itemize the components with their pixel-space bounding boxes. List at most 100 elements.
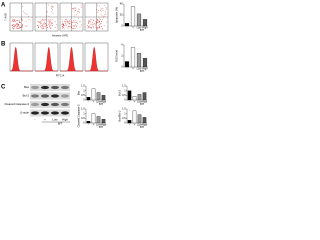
flow-dot — [71, 22, 73, 23]
flow-dot — [66, 24, 68, 26]
flow-dot — [51, 23, 53, 25]
y-tick-label: 20 — [120, 13, 123, 17]
flow-dot — [25, 13, 27, 14]
flow-dot — [78, 8, 79, 10]
flow-dot — [50, 19, 52, 21]
flow-dot — [56, 24, 57, 25]
flow-dot — [76, 26, 77, 28]
flow-dot — [90, 28, 92, 29]
x-tick-label: High — [142, 122, 148, 126]
flow-dot — [90, 23, 92, 25]
flow-dot — [99, 24, 100, 26]
x-tick-label: Low — [137, 25, 142, 29]
histogram-curve — [35, 46, 58, 72]
panel-label: C — [1, 85, 6, 91]
bar — [142, 58, 148, 68]
flow-dot — [39, 23, 41, 25]
blot-band — [31, 102, 39, 107]
y-tick-label: 0 — [124, 98, 126, 102]
blot-band — [31, 94, 39, 98]
histogram-curve — [85, 46, 108, 72]
flow-dot — [97, 20, 99, 21]
flow-dot — [72, 8, 74, 10]
flow-dot — [22, 6, 23, 7]
flow-dot — [88, 26, 90, 28]
flow-dot — [69, 21, 71, 22]
y-tick-label: 0 — [83, 98, 85, 102]
flow-dot — [61, 26, 63, 28]
x-tick-label: + — [132, 67, 134, 70]
x-tick-label: - — [127, 67, 128, 70]
flow-dot — [74, 20, 76, 22]
flow-dot — [12, 24, 14, 25]
flow-dot — [61, 19, 63, 20]
flow-dot — [40, 21, 41, 23]
flow-dot — [14, 25, 15, 27]
bar — [96, 92, 101, 101]
flow-dot — [94, 24, 96, 26]
flow-dot — [42, 19, 44, 21]
blot-lane-label: + — [44, 118, 46, 122]
flow-dot — [64, 20, 66, 22]
flow-dot — [16, 23, 17, 24]
flow-dot — [54, 26, 56, 28]
flow-dot — [67, 21, 68, 23]
flow-dot — [23, 12, 25, 14]
bar — [132, 110, 137, 124]
flow-dot — [44, 23, 46, 25]
x-tick-label: Low — [137, 99, 142, 103]
flow-dot — [98, 26, 100, 28]
flow-dot — [95, 25, 97, 27]
blot-band — [31, 111, 39, 115]
flow-dot — [76, 11, 78, 12]
flow-dot — [43, 20, 45, 21]
flow-dot — [79, 21, 81, 23]
flow-dot — [41, 19, 43, 21]
flow-dot — [71, 28, 73, 30]
flow-dot — [73, 27, 75, 29]
x-tick-label: + — [93, 123, 95, 126]
flow-dot — [63, 25, 65, 27]
flow-dot — [52, 6, 54, 7]
flow-dot — [16, 27, 17, 29]
flow-dot — [12, 24, 13, 26]
bar — [127, 90, 132, 101]
bar — [91, 88, 96, 101]
flow-dot — [41, 28, 43, 30]
flow-dot — [50, 23, 52, 24]
flow-dot — [95, 23, 97, 25]
flow-dot — [70, 21, 72, 22]
flow-dot — [101, 11, 102, 12]
flow-dot — [68, 26, 70, 27]
flow-dot — [17, 28, 18, 29]
flow-dot — [40, 26, 42, 27]
flow-dot — [52, 9, 53, 11]
blot-band — [51, 102, 59, 107]
flow-dot — [38, 27, 39, 28]
flow-dot — [43, 18, 45, 20]
flow-dot — [97, 11, 98, 13]
flow-dot — [73, 26, 75, 27]
x-tick-label: + — [132, 26, 134, 29]
flow-dot — [37, 21, 39, 23]
bar — [86, 120, 91, 124]
flow-dot — [93, 27, 94, 29]
flow-dot — [66, 18, 67, 20]
flow-dot — [22, 19, 23, 20]
bar — [130, 47, 136, 68]
flow-dot — [13, 20, 14, 22]
flow-dot — [44, 24, 46, 25]
blot-row-label: Bcl-2 — [23, 94, 30, 98]
flow-dot — [67, 20, 69, 22]
flow-dot — [61, 28, 63, 30]
flow-dot — [101, 27, 103, 29]
flow-dot — [96, 27, 98, 28]
y-tick-label: 1 — [124, 88, 126, 92]
flow-dot — [48, 16, 50, 18]
flow-dot — [17, 25, 19, 27]
blot-band — [61, 85, 69, 90]
flow-dot — [13, 18, 15, 20]
flow-dot — [51, 5, 53, 7]
flow-dot — [44, 21, 46, 23]
flow-dot — [76, 25, 78, 27]
